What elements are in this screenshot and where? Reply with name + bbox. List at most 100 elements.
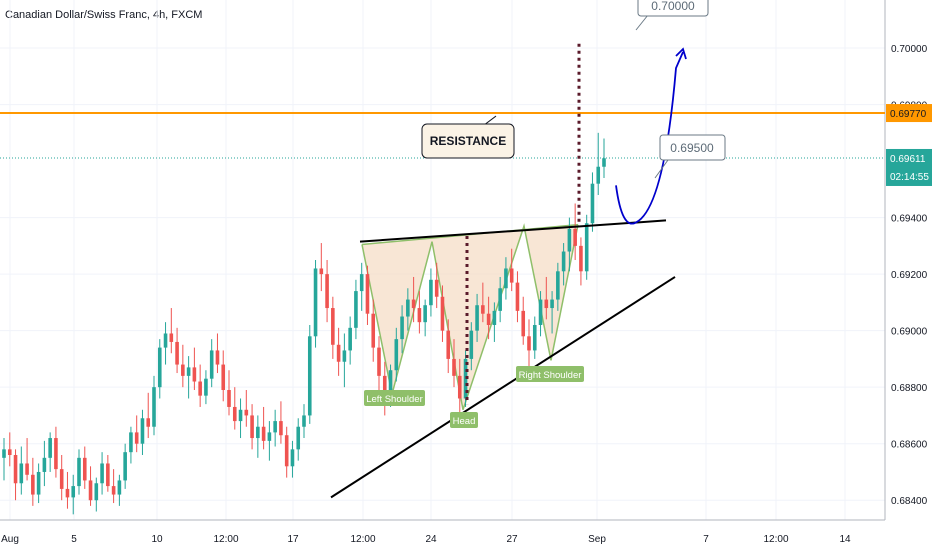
- candle-body: [475, 305, 479, 331]
- candle-body: [411, 299, 416, 309]
- x-tick-label: 5: [71, 534, 77, 545]
- candle-body: [267, 432, 272, 441]
- x-tick-label: 12:00: [213, 534, 238, 545]
- candle-body: [250, 415, 254, 439]
- y-tick-label: 0.69400: [891, 214, 928, 225]
- candle-body: [579, 245, 583, 272]
- candle-body: [198, 381, 202, 396]
- candle-body: [584, 223, 589, 272]
- candle-body: [319, 268, 324, 275]
- resistance-price-text: 0.69770: [890, 109, 927, 120]
- candle-body: [284, 435, 289, 467]
- candle-body: [377, 347, 381, 376]
- candle-body: [175, 341, 179, 365]
- candle-body: [532, 325, 537, 351]
- candle-body: [342, 350, 347, 362]
- candle-body: [481, 305, 485, 314]
- candle-body: [394, 339, 399, 371]
- candle-body: [417, 308, 422, 323]
- candle-body: [336, 344, 341, 362]
- candle-body: [238, 409, 243, 422]
- candle-body: [492, 310, 497, 325]
- support-trendline: [330, 276, 676, 499]
- resistance-price-badge: [886, 104, 932, 123]
- candle-body: [204, 378, 208, 396]
- candle-body: [100, 463, 104, 484]
- pattern-label-box: [364, 390, 425, 406]
- candle-body: [296, 426, 301, 450]
- candle-body: [42, 457, 47, 472]
- y-tick-label: 0.68800: [891, 383, 928, 394]
- candle-body: [192, 367, 197, 382]
- candle-body: [221, 364, 226, 390]
- candle-body: [556, 271, 560, 300]
- candle-body: [106, 463, 110, 487]
- target-0-box: [637, 0, 709, 17]
- candle-body: [498, 288, 502, 311]
- candle-body: [129, 432, 133, 453]
- candle-body: [244, 409, 249, 416]
- candle-body: [325, 274, 329, 309]
- x-tick-label: Sep: [588, 534, 606, 545]
- x-tick-label: 7: [703, 534, 709, 545]
- pattern-label-box: [450, 412, 478, 428]
- resistance-callout-box: [421, 123, 515, 159]
- projection-curve: [615, 51, 684, 225]
- candle-body: [307, 336, 312, 416]
- candle-body: [54, 438, 58, 470]
- candle-body: [596, 166, 601, 184]
- x-tick-label: 27: [506, 534, 518, 545]
- pattern-label-text: Left Shoulder: [366, 394, 423, 405]
- pattern-area: [362, 224, 578, 410]
- x-tick-label: 17: [287, 534, 299, 545]
- candle-body: [82, 457, 87, 481]
- candle-body: [227, 390, 231, 407]
- candle-body: [48, 438, 52, 458]
- candle-body: [256, 426, 260, 439]
- candle-body: [302, 415, 306, 427]
- y-tick-label: 0.69200: [891, 270, 928, 281]
- pattern-label-text: Right Shoulder: [519, 370, 582, 381]
- candle-body: [406, 299, 410, 317]
- candle-body: [186, 367, 191, 376]
- candle-body: [215, 350, 220, 365]
- candle-body: [486, 313, 491, 325]
- candle-body: [117, 480, 122, 495]
- x-tick-label: 12:00: [350, 534, 375, 545]
- candle-body: [13, 455, 18, 484]
- candle-body: [88, 480, 93, 501]
- candle-body: [209, 350, 214, 379]
- candle-body: [134, 432, 139, 444]
- candle-body: [509, 268, 514, 283]
- candle-body: [348, 327, 352, 351]
- candle-body: [544, 299, 549, 309]
- candle-body: [146, 418, 151, 427]
- candle-body: [59, 469, 64, 489]
- candle-body: [273, 421, 277, 433]
- candle-body: [590, 183, 595, 224]
- candle-body: [440, 296, 445, 331]
- candle-body: [388, 370, 393, 399]
- candle-body: [71, 486, 76, 498]
- resistance-callout-text: RESISTANCE: [430, 134, 506, 148]
- candle-body: [573, 228, 577, 246]
- candle-body: [446, 330, 451, 359]
- target-1-pointer: [654, 159, 669, 179]
- target-1-text: 0.69500: [670, 141, 714, 155]
- candle-body: [313, 268, 318, 337]
- candle-body: [169, 333, 174, 342]
- x-tick-label: 12:00: [763, 534, 788, 545]
- candle-body: [94, 483, 99, 501]
- candle-body: [550, 299, 554, 309]
- candle-body: [567, 228, 572, 252]
- neckline: [359, 219, 667, 243]
- x-tick-label: Aug: [1, 534, 19, 545]
- candle-body: [457, 375, 462, 399]
- candle-body: [157, 347, 162, 388]
- chart-title: Canadian Dollar/Swiss Franc, 4h, FXCM: [5, 9, 203, 21]
- target-0-text: 0.70000: [651, 0, 695, 13]
- candle-body: [527, 336, 531, 351]
- candle-body: [279, 421, 283, 436]
